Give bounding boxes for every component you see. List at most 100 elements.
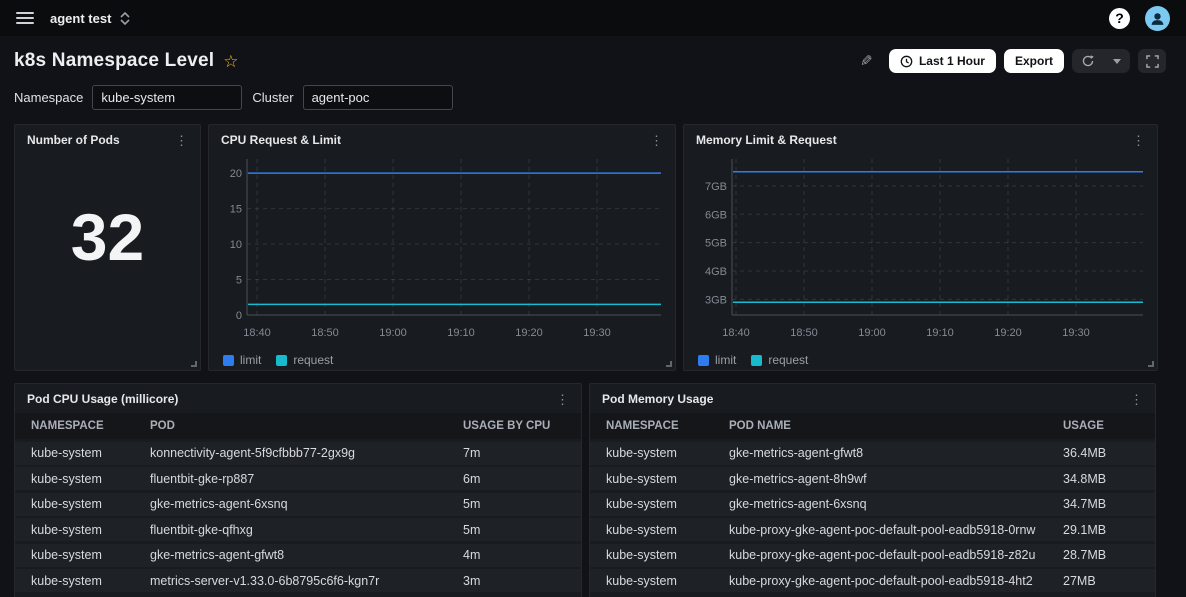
panel-menu-icon[interactable]: ⋮ <box>650 132 663 148</box>
table-cell: kube-proxy-gke-agent-poc-default-pool-ea… <box>729 522 1036 537</box>
chevron-down-icon <box>1113 58 1121 64</box>
table-row: kube-system gke-metrics-agent-6xsnq 5m <box>15 492 581 516</box>
x-axis-tick-label: 19:30 <box>583 327 611 339</box>
table-cell: gke-metrics-agent-gfwt8 <box>729 446 864 460</box>
legend-label: limit <box>240 353 262 367</box>
table-row: kube-system fluentbit-gke-rp887 6m <box>15 467 581 490</box>
x-axis-tick-label: 18:50 <box>790 327 818 339</box>
table-cell: kube-proxy-gke-agent-poc-default-pool-ea… <box>729 573 1033 588</box>
panel-resize-handle[interactable] <box>191 361 197 367</box>
table-cell: kube-system <box>31 497 102 511</box>
y-axis-tick-label: 20 <box>230 168 242 180</box>
top-nav: agent test ? <box>0 0 1186 36</box>
table-cell: konnectivity-agent-5f9cfbbb77-2gx9g <box>150 446 355 460</box>
refresh-interval-dropdown[interactable] <box>1104 49 1130 73</box>
table-row: kube-system fluentbit-gke-qfhxg 5m <box>15 518 581 541</box>
y-axis-tick-label: 0 <box>236 310 242 322</box>
user-avatar[interactable] <box>1145 5 1170 31</box>
column-header[interactable]: USAGE BY CPU <box>463 420 551 432</box>
table-cell: fluentbit-gke-qfhxg <box>150 522 253 537</box>
legend-swatch <box>223 354 234 366</box>
x-axis-tick-label: 19:10 <box>447 327 475 339</box>
panel-title: Pod Memory Usage <box>602 392 714 406</box>
y-axis-tick-label: 7GB <box>705 181 727 193</box>
panel-menu-icon[interactable]: ⋮ <box>556 391 569 407</box>
panel-resize-handle[interactable] <box>666 361 672 367</box>
panel-cpu-request-limit: CPU Request & Limit ⋮ 0 5 10 15 20 18:40 18:50… <box>208 124 676 371</box>
legend-swatch <box>751 354 763 366</box>
help-icon[interactable]: ? <box>1109 7 1130 29</box>
table-cell: kube-system <box>31 522 102 537</box>
table-cell: kube-system <box>31 471 102 486</box>
legend-item-limit[interactable]: limit <box>698 353 736 367</box>
column-header[interactable]: NAMESPACE <box>606 420 679 432</box>
legend-item-limit[interactable]: limit <box>223 353 261 367</box>
panel-resize-handle[interactable] <box>1148 361 1154 367</box>
table-cell: 34.8MB <box>1063 471 1107 486</box>
panel-title: Number of Pods <box>27 133 120 147</box>
y-axis-tick-label: 15 <box>230 204 242 216</box>
panel-menu-icon[interactable]: ⋮ <box>175 132 188 148</box>
table-cell: gke-metrics-agent-8h9wf <box>729 471 867 486</box>
panel-menu-icon[interactable]: ⋮ <box>1132 132 1145 148</box>
panel-pod-cpu-usage: Pod CPU Usage (millicore) ⋮ NAMESPACE POD… <box>14 383 582 597</box>
namespace-input[interactable] <box>92 85 243 110</box>
breadcrumb[interactable]: agent test <box>50 10 112 26</box>
legend-item-request[interactable]: request <box>751 353 808 367</box>
namespace-label: Namespace <box>14 90 84 105</box>
table-row: kube-system metrics-server-v1.33.0-6b8795… <box>15 569 581 592</box>
panel-title: Pod CPU Usage (millicore) <box>27 392 179 406</box>
table-row: kube-system kube-proxy-gke-agent-poc-defa… <box>590 569 1155 592</box>
memory-chart-legend: limit request <box>692 345 1149 367</box>
cluster-label: Cluster <box>252 90 294 105</box>
table-row: kube-system kube-proxy-gke-agent-poc-defa… <box>590 543 1155 567</box>
fullscreen-icon <box>1145 54 1159 68</box>
table-cell: 36.4MB <box>1063 446 1107 460</box>
export-button[interactable]: Export <box>1003 49 1064 73</box>
x-axis-tick-label: 18:40 <box>243 327 271 339</box>
legend-label: request <box>293 353 334 367</box>
y-axis-tick-label: 4GB <box>705 266 727 278</box>
edit-icon[interactable]: ✎ <box>860 53 873 70</box>
panel-title: Memory Limit & Request <box>696 133 837 147</box>
time-range-button[interactable]: Last 1 Hour <box>888 49 996 73</box>
panel-menu-icon[interactable]: ⋮ <box>1130 391 1143 407</box>
column-header[interactable]: USAGE <box>1063 420 1104 432</box>
column-header[interactable]: POD <box>150 420 175 432</box>
panel-memory-limit-request: Memory Limit & Request ⋮ 3GB 4GB 5GB 6GB 7GB… <box>683 124 1158 371</box>
column-header[interactable]: POD NAME <box>729 420 791 432</box>
table-cell: metrics-server-v1.33.0-6b8795c6f6-kgn7r <box>150 573 380 588</box>
table-row: kube-system gke-metrics-agent-gfwt8 36.4MB <box>590 441 1155 465</box>
column-header[interactable]: NAMESPACE <box>31 420 104 432</box>
table-cell: kube-system <box>606 522 677 537</box>
star-icon[interactable]: ☆ <box>223 51 239 71</box>
table-cell: kube-system <box>31 573 102 588</box>
fullscreen-button[interactable] <box>1138 49 1166 73</box>
table-row: kube-system gke-metrics-agent-6xsnq 34.7MB <box>590 492 1155 516</box>
cpu-chart[interactable]: 0 5 10 15 20 18:40 18:50 19:00 19:10 19:20 19:30 <box>217 149 669 345</box>
x-axis-tick-label: 19:20 <box>515 327 543 339</box>
x-axis-tick-label: 19:10 <box>926 327 954 339</box>
y-axis-tick-label: 5GB <box>705 238 727 250</box>
table-cell: 29.1MB <box>1063 522 1107 537</box>
table-row: kube-system kube-proxy-gke-agent-poc-defa… <box>590 518 1155 541</box>
refresh-button[interactable] <box>1072 49 1104 73</box>
panel-number-of-pods: Number of Pods ⋮ 32 <box>14 124 201 371</box>
table-cell: 4m <box>463 548 481 562</box>
refresh-button-group <box>1072 49 1130 73</box>
pod-count-stat: 32 <box>70 200 145 274</box>
memory-chart[interactable]: 3GB 4GB 5GB 6GB 7GB 18:40 18:50 19:00 19:10 19:20… <box>692 149 1151 345</box>
table-cell: 6m <box>463 471 481 486</box>
legend-label: request <box>768 353 809 367</box>
legend-item-request[interactable]: request <box>276 353 333 367</box>
table-cell: kube-system <box>606 548 677 562</box>
chevron-up-down-icon[interactable] <box>120 11 130 25</box>
menu-icon[interactable] <box>16 12 34 24</box>
table-cell: kube-system <box>606 573 677 588</box>
panel-pod-memory-usage: Pod Memory Usage ⋮ NAMESPACE POD NAME USAG… <box>589 383 1156 597</box>
person-icon <box>1151 12 1164 25</box>
table-row: kube-system konnectivity-agent-5f9cfbbb77… <box>15 441 581 465</box>
cluster-input[interactable] <box>302 85 453 110</box>
table-cell: 3m <box>463 573 481 588</box>
legend-label: limit <box>715 353 737 367</box>
